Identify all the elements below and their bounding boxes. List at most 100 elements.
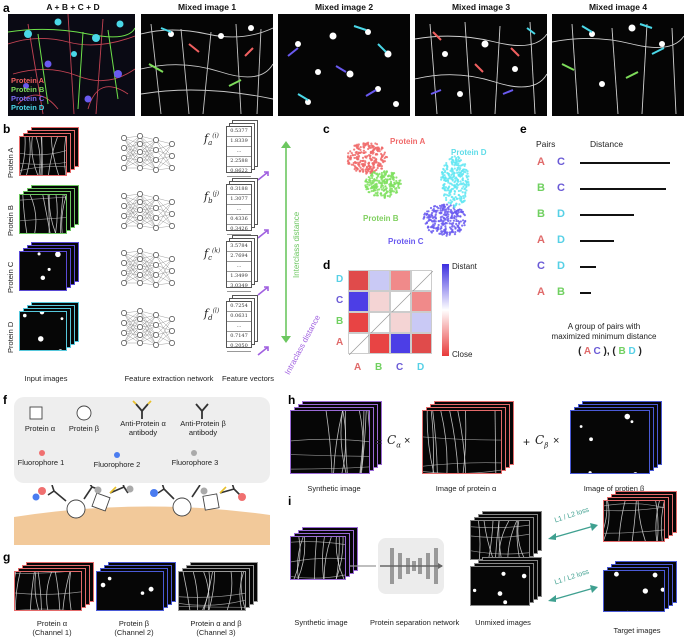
cluster-point-1	[390, 176, 393, 179]
cluster-point-1	[384, 185, 387, 188]
cluster-point-1	[389, 194, 392, 197]
cluster-point-2	[443, 206, 446, 209]
cluster-point-1	[381, 175, 384, 178]
cluster-point-0	[353, 153, 357, 157]
cluster-point-2	[453, 208, 456, 211]
cluster-point-2	[429, 216, 432, 219]
cluster-point-1	[383, 188, 386, 192]
cluster-point-0	[366, 154, 369, 158]
cluster-point-0	[378, 163, 382, 166]
cluster-point-0	[349, 154, 352, 158]
cluster-point-2	[461, 219, 465, 222]
pair-a-5: A	[537, 286, 545, 298]
cluster-point-2	[446, 231, 449, 234]
cluster-point-3	[451, 163, 454, 166]
fluorophore-3-icon	[191, 450, 197, 456]
cluster-point-2	[451, 222, 455, 225]
cluster-point-3	[459, 189, 462, 192]
matrix-cell	[411, 333, 432, 354]
feature-vector-1: 0.3188 1.3077... 0.4336 0.3426	[226, 184, 252, 235]
matrix-cell	[390, 333, 411, 354]
target-image-1	[603, 500, 665, 542]
cluster-point-1	[367, 187, 370, 191]
cluster-point-1	[368, 178, 371, 182]
feature-symbol-3: fd(l)	[204, 307, 219, 322]
feature-value: 0.8622	[227, 167, 251, 177]
cluster-point-3	[460, 201, 464, 204]
interclass-label: Interclass distance	[292, 211, 301, 278]
fluorophore-1-icon	[39, 450, 45, 456]
feature-symbol-sup: (l)	[212, 307, 220, 315]
cluster-point-1	[385, 190, 388, 193]
pair-b-0: C	[557, 156, 565, 168]
cluster-point-1	[374, 183, 377, 186]
cluster-point-3	[459, 159, 463, 162]
cluster-point-3	[447, 194, 450, 197]
cluster-point-0	[376, 166, 379, 170]
cluster-point-1	[378, 172, 381, 175]
cluster-point-3	[447, 177, 450, 180]
feature-symbol-base: f	[204, 307, 209, 320]
cluster-point-3	[461, 191, 464, 194]
cluster-point-0	[380, 152, 383, 156]
cluster-point-2	[454, 227, 457, 230]
antibody-beta-label: Anti-Protein β antibody	[180, 419, 226, 437]
cluster-point-3	[446, 165, 449, 169]
mixed-image-1	[141, 14, 273, 116]
cluster-point-3	[462, 185, 465, 188]
cluster-point-3	[462, 196, 465, 200]
cluster-point-3	[456, 197, 459, 200]
plus-sign: +	[523, 435, 531, 449]
cluster-point-0	[348, 157, 351, 160]
cluster-point-2	[426, 212, 429, 216]
cluster-point-3	[460, 195, 463, 199]
cluster-point-3	[457, 193, 460, 197]
cluster-point-3	[441, 176, 445, 179]
fluorophore-2-label: Fluorophore 2	[93, 460, 141, 469]
panel-b-caption-2: Feature vectors	[221, 374, 275, 383]
cluster-point-3	[441, 172, 445, 175]
cluster-point-2	[427, 219, 430, 223]
cluster-point-1	[365, 188, 368, 191]
cluster-point-1	[368, 184, 371, 187]
cluster-point-2	[441, 233, 444, 236]
feature-value: ...	[227, 147, 251, 157]
cluster-point-0	[354, 166, 357, 169]
protein-beta-label: Protein β	[68, 424, 100, 433]
matrix-cell	[369, 270, 390, 291]
cluster-point-0	[369, 151, 372, 154]
distance-header: Distance	[590, 139, 624, 149]
cluster-point-0	[361, 170, 365, 173]
cluster-point-3	[465, 185, 468, 189]
cluster-point-3	[458, 197, 461, 200]
feature-network-0	[121, 133, 175, 173]
cluster-point-1	[382, 186, 385, 189]
cluster-point-3	[444, 193, 447, 196]
cluster-point-1	[372, 194, 376, 197]
cluster-point-1	[364, 185, 368, 188]
cluster-point-0	[380, 165, 383, 168]
pair-a-0: A	[537, 156, 545, 168]
cluster-point-3	[446, 189, 450, 192]
cluster-point-2	[449, 208, 453, 212]
feature-value: ...	[227, 322, 251, 332]
group2-a: B	[618, 346, 626, 357]
input-image-0	[19, 136, 67, 176]
panel-i-label: i	[288, 494, 292, 508]
cluster-point-2	[441, 208, 445, 211]
unmixed-image-1	[470, 520, 530, 560]
cluster-point-3	[457, 158, 460, 161]
cluster-point-0	[371, 166, 375, 170]
cluster-point-3	[467, 183, 470, 186]
channel-image-0	[14, 571, 82, 611]
feature-symbol-sup: (j)	[212, 190, 220, 198]
group-caption: A group of pairs with maximized minimum …	[525, 322, 683, 342]
cluster-point-1	[370, 183, 373, 186]
cluster-point-3	[462, 170, 465, 173]
cluster-point-3	[458, 156, 461, 160]
feature-value: 0.7254	[227, 302, 251, 312]
cluster-point-1	[370, 190, 373, 193]
cluster-point-1	[395, 176, 398, 179]
coef-beta-base: C	[535, 433, 545, 447]
cluster-point-1	[399, 182, 402, 185]
